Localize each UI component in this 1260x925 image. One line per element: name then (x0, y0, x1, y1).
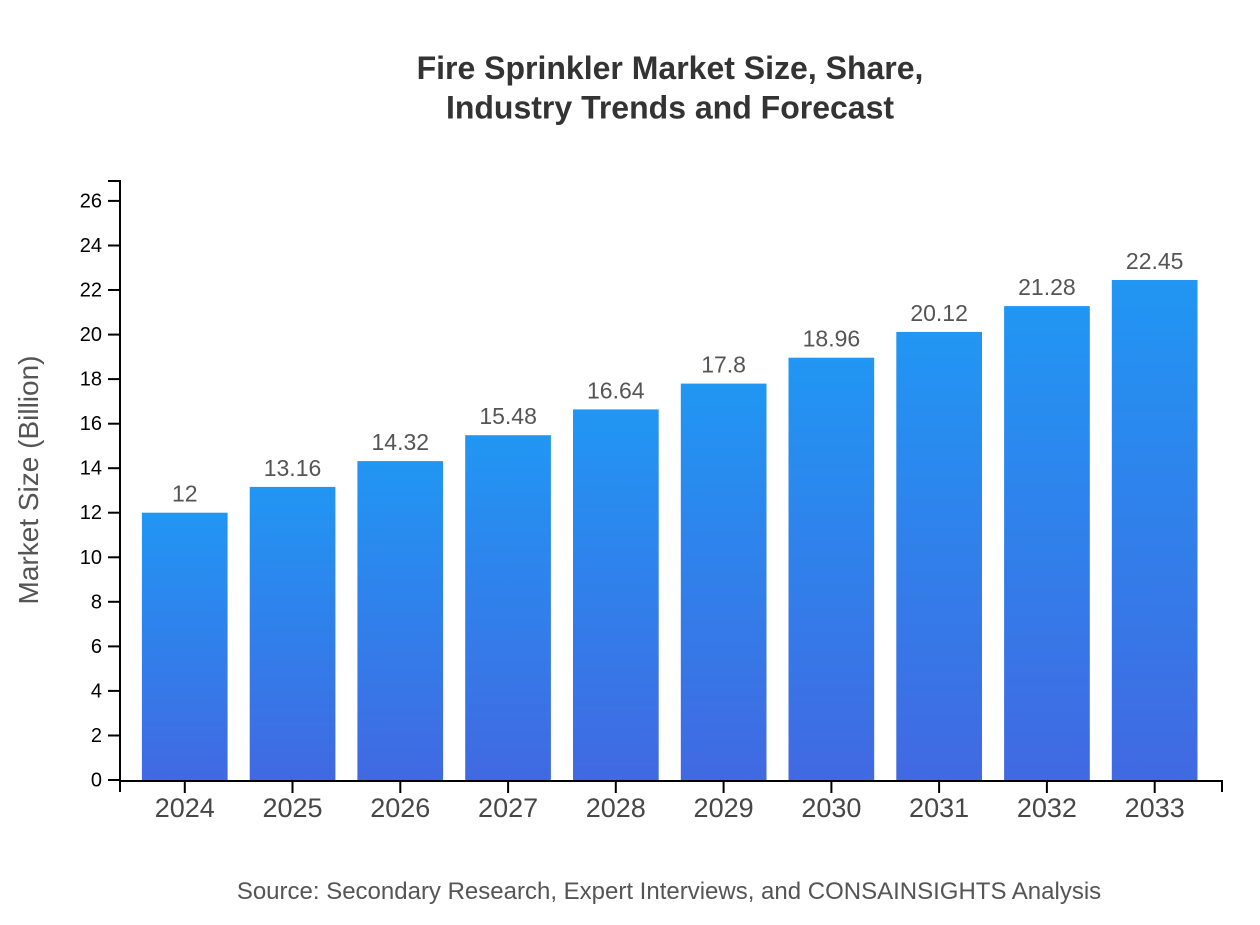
svg-text:22: 22 (80, 280, 102, 302)
svg-text:22.45: 22.45 (1126, 248, 1184, 274)
svg-text:Industry Trends and Forecast: Industry Trends and Forecast (446, 90, 894, 126)
svg-text:12: 12 (80, 502, 102, 524)
svg-text:2028: 2028 (586, 793, 646, 823)
svg-text:21.28: 21.28 (1018, 274, 1076, 300)
svg-text:4: 4 (91, 680, 102, 702)
svg-text:20: 20 (80, 324, 102, 346)
svg-text:17.8: 17.8 (701, 352, 746, 378)
svg-text:2029: 2029 (694, 793, 754, 823)
svg-text:2025: 2025 (262, 793, 322, 823)
svg-text:16.64: 16.64 (587, 377, 645, 403)
svg-text:Market Size (Billion): Market Size (Billion) (13, 356, 44, 605)
svg-text:2030: 2030 (801, 793, 861, 823)
svg-text:14: 14 (80, 458, 102, 480)
svg-text:13.16: 13.16 (264, 455, 322, 481)
svg-text:2033: 2033 (1125, 793, 1185, 823)
svg-text:20.12: 20.12 (910, 300, 968, 326)
svg-text:2031: 2031 (909, 793, 969, 823)
svg-text:2027: 2027 (478, 793, 538, 823)
svg-text:0: 0 (91, 770, 102, 792)
svg-text:15.48: 15.48 (479, 403, 537, 429)
svg-text:2: 2 (91, 725, 102, 747)
svg-text:16: 16 (80, 413, 102, 435)
svg-text:14.32: 14.32 (372, 429, 430, 455)
svg-text:6: 6 (91, 636, 102, 658)
svg-text:26: 26 (80, 190, 102, 212)
svg-text:2024: 2024 (155, 793, 215, 823)
svg-text:2032: 2032 (1017, 793, 1077, 823)
svg-text:18.96: 18.96 (803, 326, 861, 352)
svg-text:18: 18 (80, 369, 102, 391)
svg-text:12: 12 (172, 481, 198, 507)
svg-text:24: 24 (80, 235, 102, 257)
svg-text:2026: 2026 (370, 793, 430, 823)
svg-text:8: 8 (91, 591, 102, 613)
svg-text:Source: Secondary Research, Ex: Source: Secondary Research, Expert Inter… (237, 878, 1101, 905)
svg-text:10: 10 (80, 547, 102, 569)
svg-text:Fire Sprinkler Market Size, Sh: Fire Sprinkler Market Size, Share, (417, 50, 924, 86)
